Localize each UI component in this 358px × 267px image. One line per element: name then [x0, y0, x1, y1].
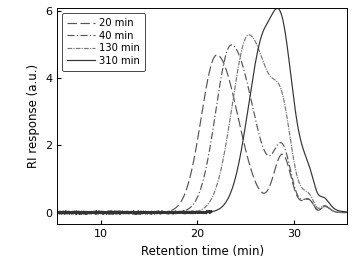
20 min [341, 211, 345, 214]
310 min [275, 7, 280, 10]
310 min [50, 212, 55, 215]
310 min [78, 213, 82, 216]
310 min [176, 211, 180, 214]
20 min [179, 201, 183, 204]
40 min [50, 211, 55, 214]
20 min [268, 183, 272, 186]
20 min [326, 206, 330, 209]
130 min [193, 210, 197, 213]
40 min [350, 211, 354, 214]
20 min [215, 53, 219, 57]
310 min [179, 211, 183, 214]
310 min [193, 211, 197, 214]
130 min [268, 74, 272, 78]
20 min [133, 213, 137, 216]
40 min [341, 211, 345, 214]
20 min [50, 210, 55, 213]
130 min [176, 210, 180, 214]
Line: 310 min: 310 min [53, 9, 352, 214]
40 min [193, 201, 197, 204]
Y-axis label: RI response (a.u.): RI response (a.u.) [27, 64, 40, 168]
Line: 20 min: 20 min [53, 55, 352, 214]
40 min [268, 154, 272, 157]
130 min [326, 205, 330, 209]
20 min [176, 204, 180, 207]
130 min [350, 211, 354, 214]
Line: 40 min: 40 min [53, 45, 352, 214]
Legend: 20 min, 40 min, 130 min, 310 min: 20 min, 40 min, 130 min, 310 min [62, 13, 145, 70]
130 min [179, 210, 183, 213]
X-axis label: Retention time (min): Retention time (min) [141, 245, 264, 258]
310 min [350, 211, 354, 214]
20 min [350, 211, 354, 214]
40 min [229, 43, 233, 46]
310 min [341, 210, 345, 213]
40 min [132, 213, 136, 216]
130 min [247, 33, 251, 36]
40 min [176, 210, 180, 214]
40 min [179, 210, 183, 213]
310 min [326, 200, 330, 203]
130 min [92, 213, 96, 216]
130 min [50, 211, 55, 214]
Line: 130 min: 130 min [53, 35, 352, 214]
40 min [326, 206, 330, 209]
20 min [193, 153, 197, 156]
310 min [268, 16, 272, 19]
130 min [341, 211, 345, 214]
